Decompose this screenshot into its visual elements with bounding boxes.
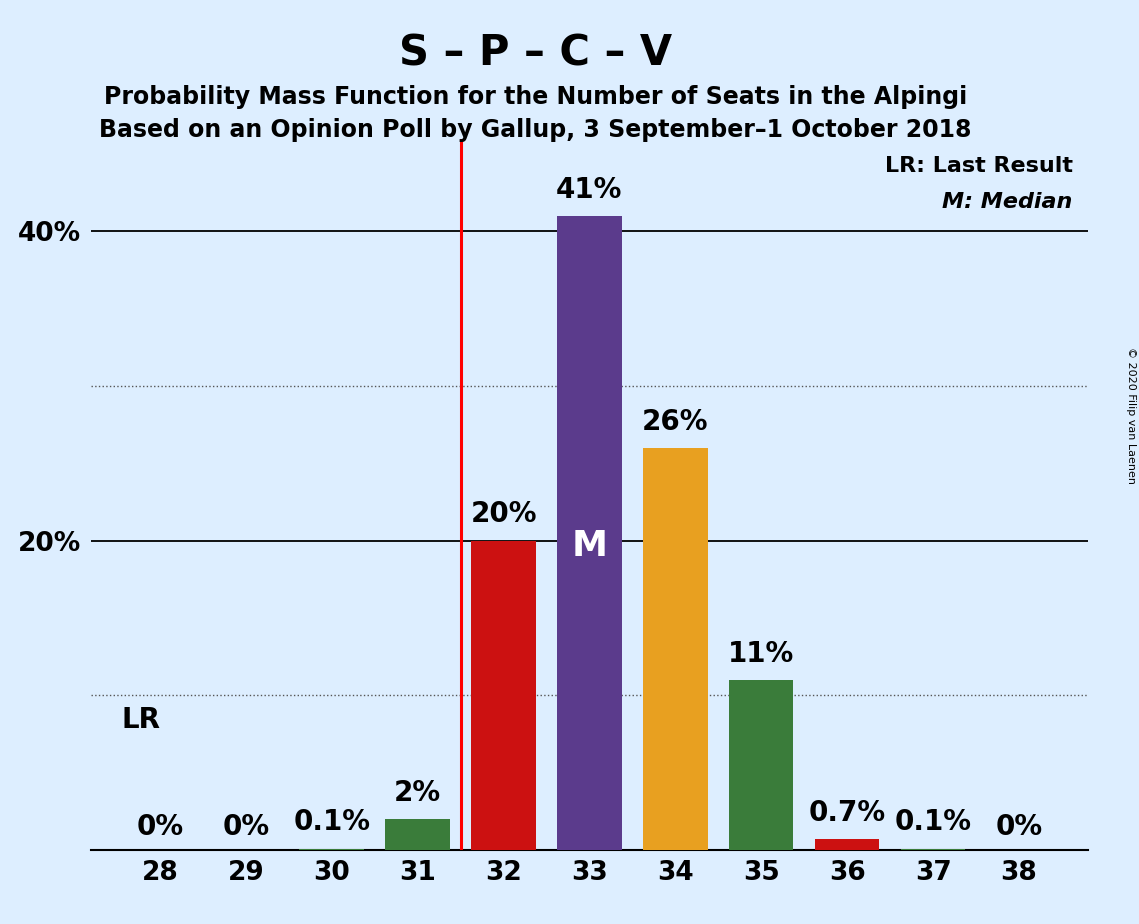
Text: 11%: 11%: [728, 639, 794, 667]
Bar: [816, 839, 879, 850]
Text: © 2020 Filip van Laenen: © 2020 Filip van Laenen: [1126, 347, 1136, 484]
Text: 0.7%: 0.7%: [809, 799, 886, 827]
Bar: [300, 848, 363, 850]
Text: Based on an Opinion Poll by Gallup, 3 September–1 October 2018: Based on an Opinion Poll by Gallup, 3 Se…: [99, 118, 972, 142]
Text: 0%: 0%: [222, 813, 269, 841]
Text: Probability Mass Function for the Number of Seats in the Alpingi: Probability Mass Function for the Number…: [104, 85, 967, 109]
Text: 41%: 41%: [556, 176, 623, 203]
Bar: [557, 216, 622, 850]
Text: M: M: [572, 529, 607, 563]
Text: 0%: 0%: [137, 813, 183, 841]
Text: 0.1%: 0.1%: [293, 808, 370, 836]
Bar: [644, 448, 707, 850]
Text: 2%: 2%: [394, 779, 441, 807]
Bar: [729, 680, 794, 850]
Text: M: Median: M: Median: [942, 192, 1073, 212]
Bar: [472, 541, 535, 850]
Text: 0.1%: 0.1%: [894, 808, 972, 836]
Text: LR: Last Result: LR: Last Result: [885, 156, 1073, 176]
Bar: [901, 848, 966, 850]
Text: 20%: 20%: [470, 501, 536, 529]
Bar: [385, 820, 450, 850]
Text: LR: LR: [121, 706, 161, 734]
Text: 0%: 0%: [995, 813, 1042, 841]
Text: S – P – C – V: S – P – C – V: [399, 32, 672, 74]
Text: 26%: 26%: [642, 407, 708, 435]
